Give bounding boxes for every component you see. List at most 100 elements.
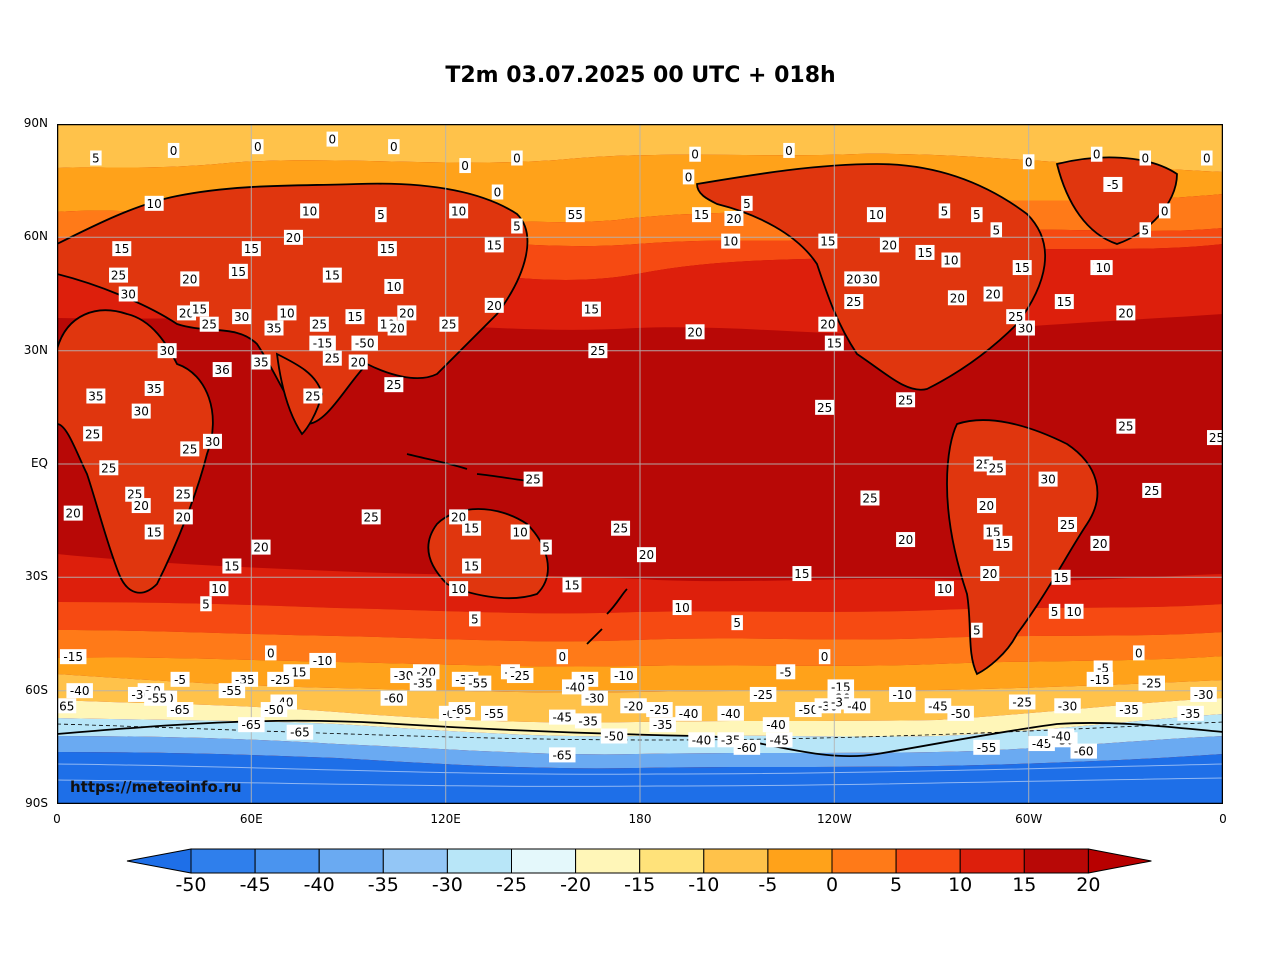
contour-label-text: -5 [1107, 178, 1119, 192]
contour-label-text: -40 [1051, 730, 1071, 744]
contour-label-text: 15 [380, 242, 395, 256]
colorbar-tick-label: -15 [624, 874, 656, 896]
colorbar-tick-label: 5 [890, 874, 903, 896]
contour-label-text: 30 [1018, 322, 1033, 336]
contour-label-text: -5 [1097, 662, 1109, 676]
band-antarctic-interior [57, 736, 1223, 769]
contour-label-text: 5 [941, 204, 949, 218]
contour-label-text: 20 [176, 510, 191, 524]
contour-label-text: 10 [723, 235, 738, 249]
contour-label: -35 [649, 717, 676, 733]
colorbar-cell [1023, 848, 1089, 874]
contour-label-text: 20 [846, 272, 861, 286]
contour-label: 5 [200, 596, 212, 612]
contour-label: 0 [167, 142, 180, 158]
colorbar-cell [767, 848, 833, 874]
contour-label-text: 20 [898, 533, 913, 547]
contour-label: 30 [1015, 320, 1035, 336]
contour-label-text: 0 [513, 152, 521, 166]
contour-label: 15 [1054, 294, 1074, 310]
contour-label-text: 20 [985, 288, 1000, 302]
contour-label: 25 [860, 490, 880, 506]
lon-label: 180 [628, 812, 652, 826]
contour-label-text: 20 [639, 548, 654, 562]
contour-label: 15 [345, 309, 365, 325]
contour-label-text: 5 [513, 220, 521, 234]
contour-label-text: 15 [487, 238, 502, 252]
colorbar-tick-label: 10 [948, 874, 973, 896]
contour-label: 15 [993, 535, 1013, 551]
contour-label: 35 [144, 380, 164, 396]
contour-label-text: -45 [928, 699, 948, 713]
contour-label: -5 [776, 664, 796, 680]
contour-label-text: 10 [1096, 261, 1111, 275]
contour-label-text: 30 [121, 288, 136, 302]
contour-label: -40 [1047, 728, 1075, 744]
colorbar-tick-label: -10 [688, 874, 720, 896]
contour-label-text: -55 [977, 741, 997, 755]
contour-label: 0 [1022, 154, 1035, 170]
contour-label: 25 [1142, 482, 1162, 498]
contour-label: 0 [783, 142, 795, 158]
contour-label: -30 [581, 690, 608, 706]
contour-label: 20 [685, 324, 705, 340]
contour-label-text: 15 [694, 208, 709, 222]
contour-label-text: 25 [846, 295, 861, 309]
contour-label: 25 [384, 377, 404, 393]
contour-label-text: -55 [484, 707, 504, 721]
south-america [946, 419, 1099, 676]
contour-label: 10 [1064, 603, 1084, 619]
contour-label: -50 [600, 728, 628, 744]
contour-label-text: 25 [182, 442, 197, 456]
contour-label-text: 15 [820, 235, 835, 249]
contour-label-text: 15 [1053, 571, 1068, 585]
contour-label: -30 [1054, 698, 1081, 714]
contour-label: 10 [449, 203, 469, 219]
contour-label: 5 [90, 150, 102, 166]
contour-label: 15 [228, 263, 248, 279]
contour-label: 25 [109, 267, 129, 283]
contour-label: 5 [1139, 222, 1152, 238]
band-south-minus5to-15 [57, 698, 1223, 737]
contour-label-text: 5 [202, 597, 210, 611]
contour-label-text: -35 [653, 718, 673, 732]
contour-label-text: 5 [542, 541, 550, 555]
contour-label: 15 [792, 566, 812, 582]
contour-label-text: -45 [1032, 737, 1052, 751]
contour-label: 25 [180, 441, 200, 457]
contour-label: 10 [672, 600, 692, 616]
contour-label-text: 20 [726, 212, 741, 226]
contour-label-text: -35 [413, 677, 433, 691]
contour-label: -55 [218, 683, 246, 699]
contour-label: 20 [983, 286, 1003, 302]
contour-label-text: 10 [211, 582, 226, 596]
new-zealand [586, 588, 628, 645]
contour-label-text: -40 [721, 707, 741, 721]
contour-label: -10 [309, 652, 336, 668]
contour-label: 25 [1116, 418, 1136, 434]
lat-label: 30N [23, 342, 48, 357]
contour-label: -40 [688, 732, 715, 748]
contour-label-text: -55 [468, 677, 488, 691]
contour-label: 35 [86, 388, 106, 404]
contour-label-text: -40 [679, 707, 699, 721]
contour-label-text: 10 [513, 526, 528, 540]
contour-label: 0 [511, 150, 523, 166]
contour-label: 15 [377, 241, 397, 256]
contour-label: 0 [1139, 150, 1152, 166]
temperature-map: 0 0 0 5 0 0 0 0 0 0 0 0 0 0 -5 0 5 0 10 10 5 10 55 5 5 20 15 10 15 10… [57, 124, 1223, 804]
contour-label-text: -55 [222, 684, 242, 698]
contour-label-text: 30 [134, 405, 149, 419]
contour-label-text: -20 [624, 699, 644, 713]
contour-label: 0 [491, 184, 504, 200]
colorbar-cell [831, 848, 897, 874]
contour-label-text: 25 [1060, 518, 1075, 532]
contour-label: 15 [144, 524, 164, 540]
contour-label: 20 [879, 237, 899, 253]
colorbar-tick-label: -5 [758, 874, 778, 896]
contour-label-text: 10 [302, 204, 317, 218]
contour-label-text: -50 [355, 337, 375, 351]
contour-label: 25 [986, 460, 1006, 476]
contour-label-text: -25 [1012, 696, 1032, 710]
contour-label: 15 [692, 207, 712, 223]
